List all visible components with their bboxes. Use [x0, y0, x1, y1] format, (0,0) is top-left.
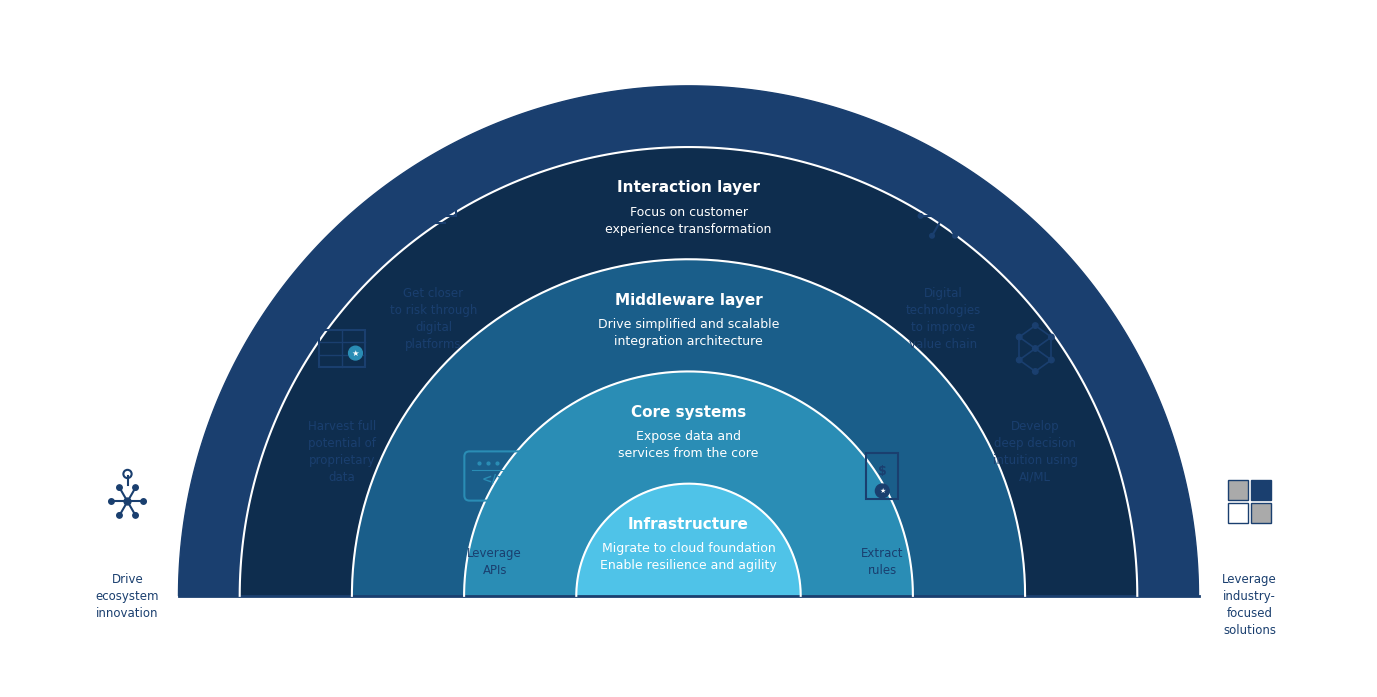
Polygon shape: [577, 484, 800, 596]
Text: Middleware layer: Middleware layer: [614, 293, 763, 307]
Circle shape: [1049, 335, 1055, 339]
Text: Get closer
to risk through
digital
platforms: Get closer to risk through digital platf…: [390, 287, 478, 351]
Circle shape: [109, 499, 114, 504]
Text: Harvest full
potential of
proprietary
data: Harvest full potential of proprietary da…: [307, 420, 376, 484]
Circle shape: [953, 194, 957, 199]
Circle shape: [1016, 335, 1022, 339]
Text: Leverage
APIs: Leverage APIs: [467, 547, 522, 577]
Circle shape: [1049, 358, 1055, 362]
FancyBboxPatch shape: [1227, 503, 1248, 523]
Polygon shape: [179, 86, 1198, 596]
Circle shape: [117, 513, 123, 518]
Circle shape: [939, 211, 949, 220]
Circle shape: [876, 484, 890, 498]
Text: Migrate to cloud foundation
Enable resilience and agility: Migrate to cloud foundation Enable resil…: [600, 542, 777, 572]
Text: Infrastructure: Infrastructure: [628, 517, 749, 532]
Circle shape: [964, 213, 969, 218]
Circle shape: [124, 498, 131, 505]
Text: Expose data and
services from the core: Expose data and services from the core: [618, 430, 759, 460]
Polygon shape: [353, 259, 1024, 596]
Text: Extract
rules: Extract rules: [861, 547, 903, 577]
Circle shape: [1016, 358, 1022, 362]
Text: $: $: [879, 465, 887, 478]
Text: ★: ★: [351, 348, 359, 358]
FancyBboxPatch shape: [1250, 503, 1271, 523]
Text: Leverage
industry-
focused
solutions: Leverage industry- focused solutions: [1223, 573, 1276, 637]
Text: Focus on customer
experience transformation: Focus on customer experience transformat…: [606, 206, 771, 236]
Text: ★: ★: [879, 488, 885, 494]
Circle shape: [953, 233, 957, 238]
Circle shape: [1033, 369, 1038, 374]
Text: Drive
ecosystem
innovation: Drive ecosystem innovation: [96, 573, 160, 620]
FancyBboxPatch shape: [1227, 480, 1248, 500]
Circle shape: [929, 233, 935, 238]
Text: Digital
technologies
to improve
value chain: Digital technologies to improve value ch…: [906, 287, 982, 351]
Polygon shape: [240, 147, 1137, 596]
Circle shape: [132, 513, 138, 518]
Circle shape: [918, 213, 923, 218]
Circle shape: [929, 194, 935, 199]
Text: Interaction layer: Interaction layer: [617, 181, 760, 195]
Circle shape: [132, 485, 138, 491]
Text: </>: </>: [482, 473, 508, 486]
FancyBboxPatch shape: [1250, 480, 1271, 500]
Text: Develop
deep decision
intuition using
AI/ML: Develop deep decision intuition using AI…: [993, 420, 1078, 484]
Circle shape: [140, 499, 146, 504]
Text: Drive simplified and scalable
integration architecture: Drive simplified and scalable integratio…: [598, 318, 779, 348]
Polygon shape: [464, 372, 913, 596]
Circle shape: [117, 485, 123, 491]
Circle shape: [1033, 346, 1038, 351]
Circle shape: [348, 346, 362, 360]
Text: Core systems: Core systems: [631, 405, 746, 420]
Circle shape: [1033, 323, 1038, 328]
